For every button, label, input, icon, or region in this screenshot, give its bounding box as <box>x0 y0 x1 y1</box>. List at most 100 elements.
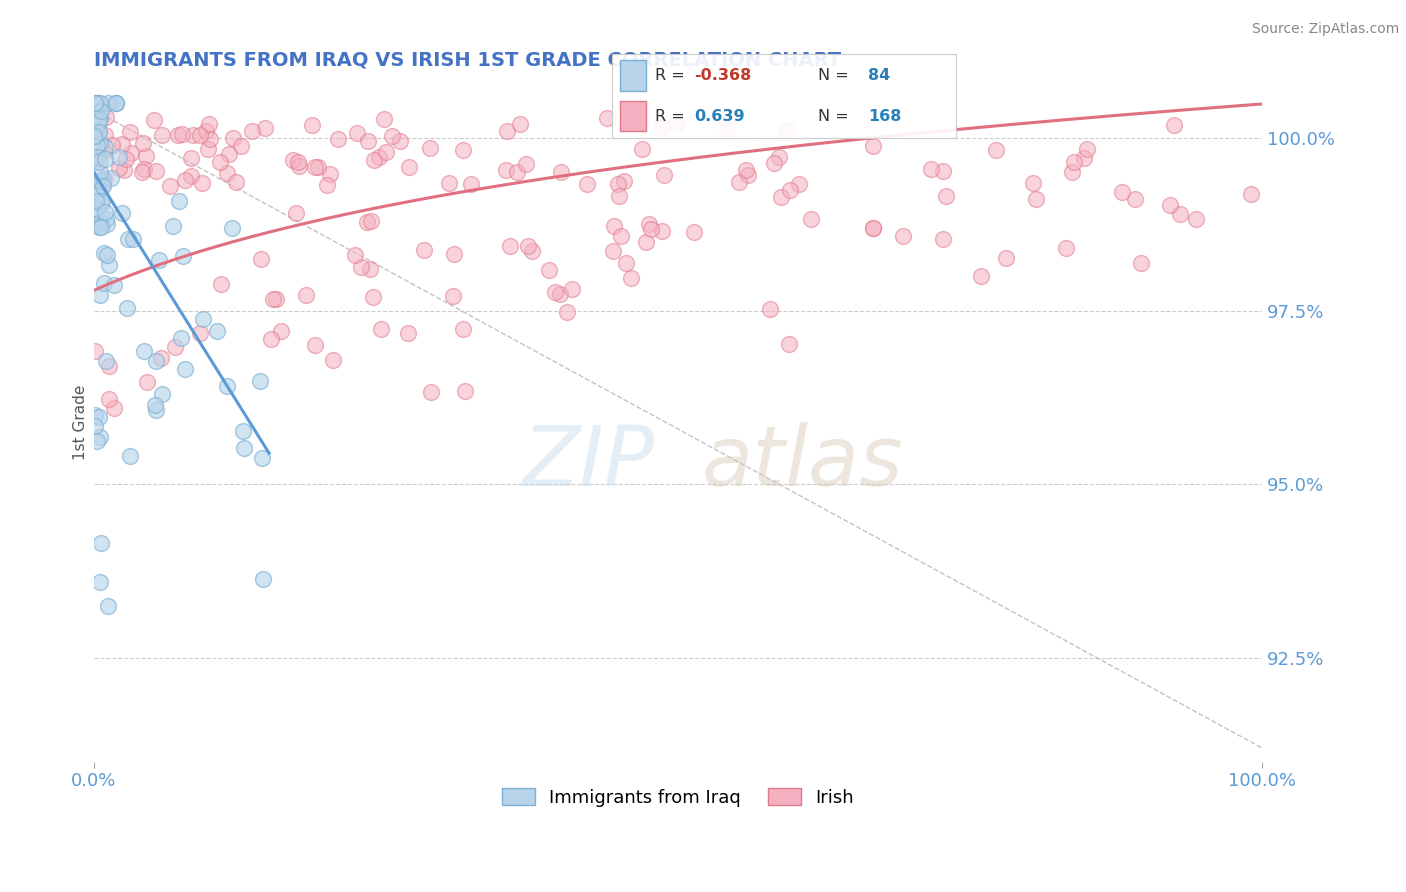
Point <box>1185 211 1208 226</box>
Point <box>87 219 110 234</box>
Point <box>295 288 318 302</box>
Text: 84: 84 <box>869 68 890 83</box>
Point <box>495 162 517 177</box>
Point <box>620 271 643 285</box>
Point <box>307 160 329 174</box>
Point <box>96 247 118 261</box>
Point <box>170 127 193 141</box>
Point <box>89 575 111 590</box>
Point <box>90 103 112 118</box>
Point <box>437 176 460 190</box>
Point <box>117 232 139 246</box>
Point <box>763 155 786 169</box>
Point <box>150 128 173 142</box>
Point <box>94 353 117 368</box>
Point <box>250 451 273 466</box>
Point <box>1163 118 1185 132</box>
Point <box>728 175 751 189</box>
Point <box>167 128 190 142</box>
Point <box>737 168 759 182</box>
Point <box>346 126 368 140</box>
Point <box>145 403 167 417</box>
Point <box>84 153 107 167</box>
Point <box>84 129 107 144</box>
Text: IMMIGRANTS FROM IRAQ VS IRISH 1ST GRADE CORRELATION CHART: IMMIGRANTS FROM IRAQ VS IRISH 1ST GRADE … <box>94 51 841 70</box>
Point <box>87 118 110 132</box>
Point <box>596 112 619 126</box>
Point <box>412 243 434 257</box>
Y-axis label: 1st Grade: 1st Grade <box>73 384 89 459</box>
Point <box>651 120 673 134</box>
Point <box>770 190 793 204</box>
Point <box>1159 198 1181 212</box>
Point <box>363 153 385 168</box>
Point <box>575 177 598 191</box>
Point <box>779 182 801 196</box>
Point <box>132 136 155 150</box>
Point <box>360 213 382 227</box>
Point <box>87 155 110 169</box>
Point <box>322 352 344 367</box>
Point <box>172 249 194 263</box>
Point <box>520 244 543 259</box>
Point <box>191 312 214 326</box>
Point <box>288 159 311 173</box>
Point <box>90 220 112 235</box>
Point <box>1073 151 1095 165</box>
Point <box>262 292 284 306</box>
Point <box>994 251 1017 265</box>
Point <box>683 225 706 239</box>
Point <box>87 96 110 111</box>
Point <box>370 322 392 336</box>
Point <box>326 132 349 146</box>
Point <box>134 161 156 176</box>
Point <box>396 326 419 340</box>
Point <box>640 222 662 236</box>
Point <box>121 232 143 246</box>
Point <box>215 378 238 392</box>
Point <box>97 392 120 406</box>
Point <box>100 170 122 185</box>
Point <box>652 168 675 182</box>
Point <box>651 224 673 238</box>
Point <box>89 288 111 302</box>
Point <box>89 409 111 424</box>
Point <box>920 162 942 177</box>
Point <box>163 340 186 354</box>
Point <box>862 221 884 235</box>
Point <box>180 169 202 184</box>
Point <box>509 117 531 131</box>
Point <box>451 143 474 157</box>
Point <box>89 96 111 111</box>
Point <box>252 573 274 587</box>
Point <box>132 344 155 359</box>
Point <box>89 112 111 126</box>
Point <box>287 155 309 169</box>
Point <box>97 599 120 613</box>
Point <box>83 128 105 143</box>
Point <box>135 149 157 163</box>
Point <box>281 153 304 167</box>
Point <box>304 338 326 352</box>
Point <box>93 144 115 158</box>
Point <box>460 177 482 191</box>
Point <box>174 173 197 187</box>
Point <box>87 150 110 164</box>
Point <box>862 139 884 153</box>
Point <box>143 113 166 128</box>
Point <box>87 113 110 128</box>
Point <box>83 103 105 117</box>
Point <box>768 150 790 164</box>
Point <box>778 337 800 351</box>
Point <box>373 112 395 127</box>
Point <box>94 152 117 166</box>
Text: N =: N = <box>818 109 849 124</box>
Point <box>148 253 170 268</box>
Point <box>264 292 287 306</box>
Point <box>614 256 637 270</box>
Point <box>143 398 166 412</box>
Point <box>1240 187 1263 202</box>
Point <box>108 150 131 164</box>
Point <box>1063 154 1085 169</box>
Point <box>93 172 115 186</box>
